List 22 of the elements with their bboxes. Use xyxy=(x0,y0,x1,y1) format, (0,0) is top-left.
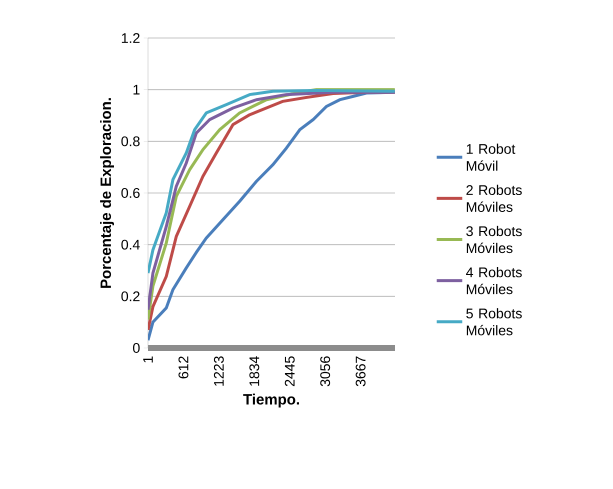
y-tick-label: 0.4 xyxy=(121,240,140,250)
y-tick-label: 0.8 xyxy=(121,136,140,146)
legend-label: 5 Robots Móviles xyxy=(466,308,522,336)
y-axis-title: Porcentaje de Exploracion. xyxy=(100,98,114,288)
line-series xyxy=(148,88,396,275)
x-axis-title: Tiempo. xyxy=(243,394,299,408)
legend-label: 4 Robots Móviles xyxy=(466,267,522,294)
y-tick-label: 0.2 xyxy=(121,291,140,302)
y-tick-label: 1.2 xyxy=(122,33,140,43)
y-tick-label: 1 xyxy=(134,84,140,94)
x-tick-label: 3667 xyxy=(356,356,366,386)
x-tick-label: 2445 xyxy=(284,356,295,386)
x-tick-label: 612 xyxy=(178,356,188,378)
x-tick-label: 1834 xyxy=(249,356,260,386)
legend-label: 1 Robot Móvil xyxy=(466,144,516,171)
y-tick-label: 0 xyxy=(133,343,140,353)
x-tick-label: 1 xyxy=(143,356,153,362)
x-tick-label: 1223 xyxy=(214,356,224,386)
legend-label: 3 Robots Móviles xyxy=(466,226,522,254)
y-tick-label: 0.6 xyxy=(121,188,140,198)
x-tick-label: 3056 xyxy=(320,356,330,386)
legend-label: 2 Robots Móviles xyxy=(466,184,522,212)
